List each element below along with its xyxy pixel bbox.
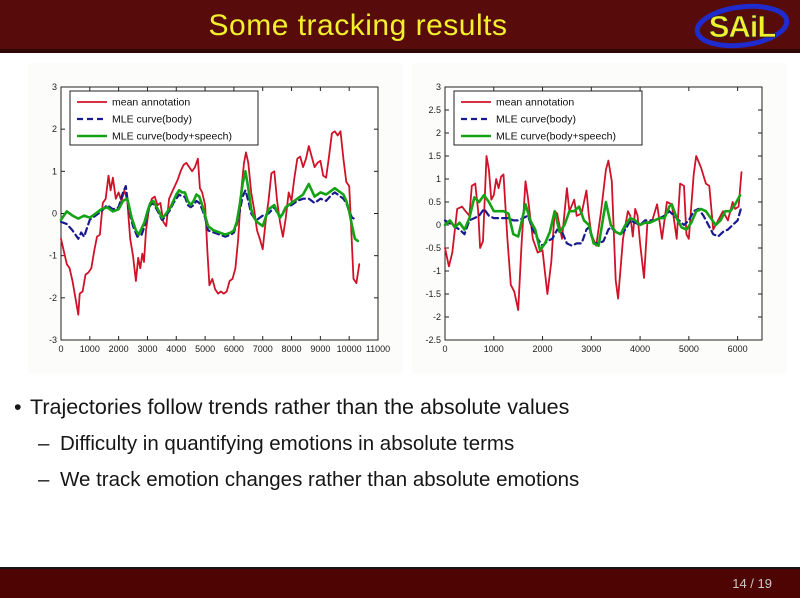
chart-right-canvas: 0 1000 2000 3000 4000 5000 6000 -2.5 -2 -1.5 -1 -0.… — [425, 82, 763, 354]
svg-text:mean annotation: mean annotation — [496, 97, 574, 109]
svg-text:1000: 1000 — [80, 344, 100, 354]
svg-text:-1: -1 — [49, 251, 57, 261]
slide-header: Some tracking results SAiL — [0, 0, 800, 53]
svg-text:2: 2 — [436, 128, 441, 138]
slide-footer: 14 / 19 — [0, 567, 800, 598]
bullet-main: • Trajectories follow trends rather than… — [14, 392, 792, 422]
svg-text:2000: 2000 — [533, 344, 553, 354]
logo-ellipse-icon — [694, 3, 790, 49]
svg-text:-0.5: -0.5 — [425, 243, 441, 253]
bullet-sub-1: – Difficulty in quantifying emotions in … — [38, 430, 792, 458]
dash-marker: – — [38, 468, 50, 491]
sail-logo-text: SAiL — [709, 9, 776, 44]
charts-row: 0 1000 2000 3000 4000 5000 6000 7000 8000 9000 100… — [28, 63, 787, 374]
svg-text:1: 1 — [52, 166, 57, 176]
svg-text:-2: -2 — [433, 312, 441, 322]
bullet-list: • Trajectories follow trends rather than… — [14, 392, 792, 494]
svg-text:1000: 1000 — [484, 344, 504, 354]
svg-text:MLE curve(body): MLE curve(body) — [496, 114, 576, 126]
bullet-marker: • — [14, 395, 22, 419]
bullet-sub-1-text: Difficulty in quantifying emotions in ab… — [60, 432, 515, 455]
chart-right-tracking-results: 0 1000 2000 3000 4000 5000 6000 -2.5 -2 -1.5 -1 -0.… — [412, 63, 787, 374]
svg-text:MLE curve(body+speech): MLE curve(body+speech) — [112, 131, 232, 143]
svg-text:1.5: 1.5 — [428, 151, 441, 161]
svg-text:2.5: 2.5 — [428, 105, 441, 115]
slide-title: Some tracking results — [208, 9, 508, 42]
svg-text:8000: 8000 — [282, 344, 302, 354]
bullet-sub-2: – We track emotion changes rather than a… — [38, 466, 792, 494]
svg-text:-3: -3 — [49, 335, 57, 345]
svg-text:9000: 9000 — [310, 344, 330, 354]
svg-text:11000: 11000 — [366, 344, 390, 354]
svg-text:6000: 6000 — [224, 344, 244, 354]
svg-text:MLE curve(body+speech): MLE curve(body+speech) — [496, 131, 616, 143]
page-indicator: 14 / 19 — [732, 576, 772, 591]
svg-text:5000: 5000 — [195, 344, 215, 354]
bullet-sub-2-text: We track emotion changes rather than abs… — [60, 468, 580, 491]
svg-text:2000: 2000 — [109, 344, 129, 354]
svg-text:-2.5: -2.5 — [425, 335, 441, 345]
chart-left-tracking-results: 0 1000 2000 3000 4000 5000 6000 7000 8000 9000 100… — [28, 63, 403, 374]
svg-text:7000: 7000 — [253, 344, 273, 354]
svg-text:3000: 3000 — [137, 344, 157, 354]
chart-left-canvas: 0 1000 2000 3000 4000 5000 6000 7000 8000 9000 100… — [49, 82, 390, 354]
svg-text:4000: 4000 — [630, 344, 650, 354]
sail-logo-graphic: SAiL — [694, 3, 790, 49]
svg-text:3000: 3000 — [581, 344, 601, 354]
svg-text:2: 2 — [52, 124, 57, 134]
bullet-main-text: Trajectories follow trends rather than t… — [30, 395, 570, 419]
svg-text:0: 0 — [58, 344, 63, 354]
svg-text:0: 0 — [436, 220, 441, 230]
svg-text:-1: -1 — [433, 266, 441, 276]
svg-text:0.5: 0.5 — [428, 197, 441, 207]
svg-text:4000: 4000 — [166, 344, 186, 354]
sail-logo: SAiL — [692, 2, 792, 50]
svg-text:-1.5: -1.5 — [425, 289, 441, 299]
svg-text:0: 0 — [442, 344, 447, 354]
svg-text:5000: 5000 — [679, 344, 699, 354]
dash-marker: – — [38, 432, 50, 455]
svg-text:10000: 10000 — [337, 344, 362, 354]
svg-text:1: 1 — [436, 174, 441, 184]
svg-text:0: 0 — [52, 209, 57, 219]
svg-text:3: 3 — [436, 82, 441, 92]
svg-text:mean annotation: mean annotation — [112, 97, 190, 109]
svg-text:MLE curve(body): MLE curve(body) — [112, 114, 192, 126]
svg-text:3: 3 — [52, 82, 57, 92]
svg-text:6000: 6000 — [728, 344, 748, 354]
svg-text:-2: -2 — [49, 293, 57, 303]
